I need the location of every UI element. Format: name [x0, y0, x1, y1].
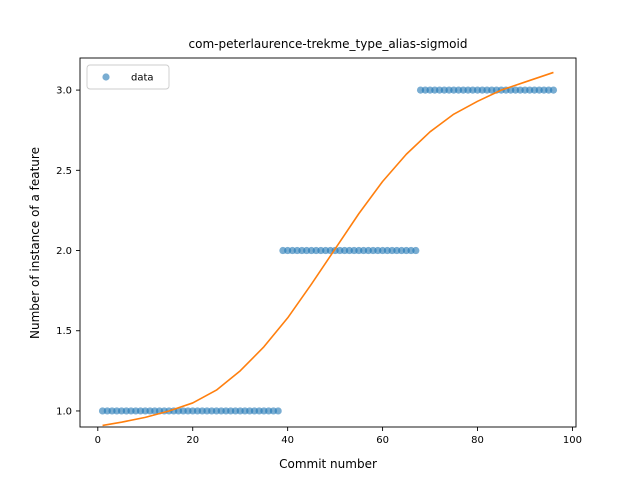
- data-marks: [98, 71, 558, 427]
- legend-marker: [102, 73, 110, 81]
- y-tick-label: 2.0: [56, 246, 72, 257]
- x-axis-label: Commit number: [279, 457, 377, 471]
- y-axis-label: Number of instance of a feature: [28, 147, 42, 339]
- y-tick-label: 2.5: [56, 166, 72, 177]
- legend-box: [86, 64, 170, 90]
- plot-background: [80, 58, 576, 427]
- plot-area: [80, 58, 576, 427]
- legend-label: data: [131, 73, 154, 84]
- fit-line: [102, 71, 554, 427]
- data-point: [412, 246, 420, 255]
- axes: 0 20 40 60 80 100 1.0 1.5 2.0 2.5 3.0: [56, 57, 582, 446]
- chart-title: com-peterlaurence-trekme_type_alias-sigm…: [189, 37, 468, 51]
- x-tick-label: 100: [563, 435, 582, 446]
- y-tick-label: 1.0: [56, 406, 72, 417]
- x-tick-label: 60: [376, 435, 389, 446]
- x-tick-label: 80: [471, 435, 484, 446]
- x-tick-label: 40: [281, 435, 294, 446]
- y-tick-label: 3.0: [56, 86, 72, 97]
- y-tick-label: 1.5: [56, 326, 72, 337]
- data-point: [549, 86, 558, 94]
- axes-frame: [79, 57, 577, 428]
- x-tick-label: 0: [95, 435, 101, 446]
- x-tick-label: 20: [186, 435, 199, 446]
- data-point: [274, 407, 282, 415]
- legend: data: [86, 64, 170, 90]
